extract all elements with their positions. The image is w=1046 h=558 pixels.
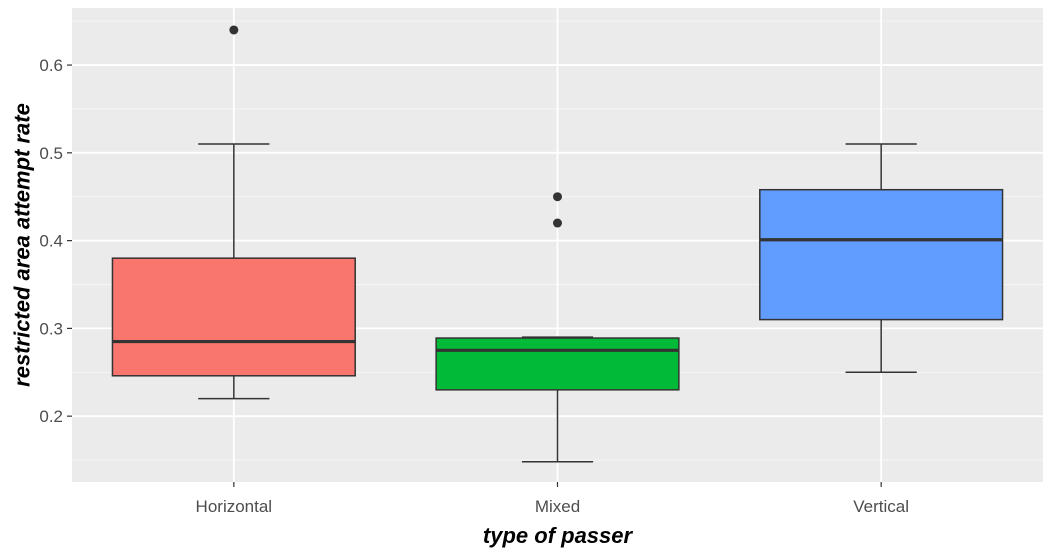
outlier-point [553, 192, 562, 202]
x-tick-label: Horizontal [196, 497, 273, 516]
box-body [111, 257, 356, 377]
boxes [111, 25, 1004, 463]
box-mixed [435, 192, 680, 463]
y-axis: 0.2 0.3 0.4 0.5 0.6 [39, 56, 72, 426]
y-tick-label: 0.5 [39, 144, 63, 163]
outlier-point [553, 218, 562, 228]
x-axis-title: type of passer [483, 523, 634, 548]
box-body [435, 337, 680, 391]
x-tick-label: Mixed [535, 497, 580, 516]
box-horizontal [111, 25, 356, 400]
box-body [759, 188, 1004, 321]
outlier-point [229, 25, 239, 35]
y-axis-title: restricted area attempt rate [10, 103, 35, 387]
y-tick-label: 0.4 [39, 232, 63, 251]
x-axis: Horizontal Mixed Vertical [196, 482, 909, 516]
y-tick-label: 0.3 [39, 319, 63, 338]
y-tick-label: 0.6 [39, 56, 63, 75]
x-tick-label: Vertical [853, 497, 909, 516]
y-tick-label: 0.2 [39, 407, 63, 426]
box-vertical [759, 143, 1004, 374]
